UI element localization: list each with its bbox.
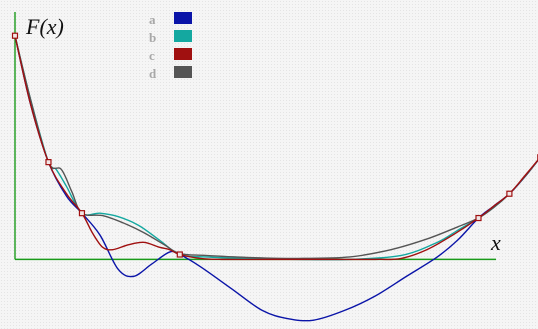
legend-label-d: d [149,66,157,81]
x-axis-label: x [490,230,501,255]
control-point [475,214,482,222]
legend-label-a: a [149,12,156,27]
legend-swatch-b [174,30,192,42]
control-points-layer [11,32,538,258]
y-axis-label: F(x) [25,14,64,39]
control-point [506,190,513,197]
legend-label-c: c [149,48,155,63]
series-line-d [14,35,538,260]
legend-swatch-d [174,66,192,78]
control-point [78,210,86,217]
control-point [11,32,19,39]
legend-swatch-a [174,12,192,24]
legend-label-b: b [149,30,156,45]
control-point [45,159,52,166]
series-layer [14,35,538,322]
series-line-a [14,35,538,322]
legend-swatch-c [174,48,192,60]
control-point [176,251,183,258]
